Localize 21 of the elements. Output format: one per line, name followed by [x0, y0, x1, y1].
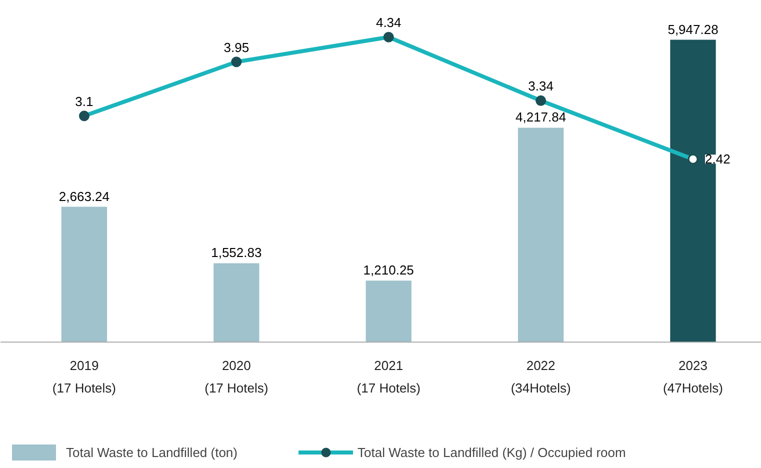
data-label: 5,947.28 — [668, 22, 718, 37]
data-label: 3.34 — [528, 78, 554, 94]
data-label: 4.34 — [376, 15, 402, 30]
legend-label: Total Waste to Landfilled (Kg) / Occupied room — [358, 444, 626, 460]
bar — [214, 263, 260, 342]
x-tick-label: 2019 (17 Hotels) — [52, 358, 116, 396]
data-label: 2,663.24 — [58, 188, 110, 204]
data-label: 3.1 — [75, 94, 94, 109]
data-label: 3.95 — [224, 40, 250, 55]
data-label: 1,552.83 — [211, 245, 262, 260]
bar — [518, 128, 564, 342]
data-label: 1,210.25 — [363, 262, 414, 278]
x-tick-label: 2023 (47Hotels) — [663, 358, 723, 396]
data-label: 4,217.84 — [516, 110, 566, 125]
x-tick-label: 2022 (34Hotels) — [510, 358, 571, 396]
data-label: 2.42 — [705, 152, 730, 167]
legend-label: Total Waste to Landfilled (ton) — [66, 444, 238, 460]
x-tick-label: 2020 (17 Hotels) — [204, 358, 268, 396]
bar — [366, 280, 412, 342]
bar — [61, 206, 108, 342]
x-tick-label: 2021 (17 Hotels) — [356, 358, 420, 396]
